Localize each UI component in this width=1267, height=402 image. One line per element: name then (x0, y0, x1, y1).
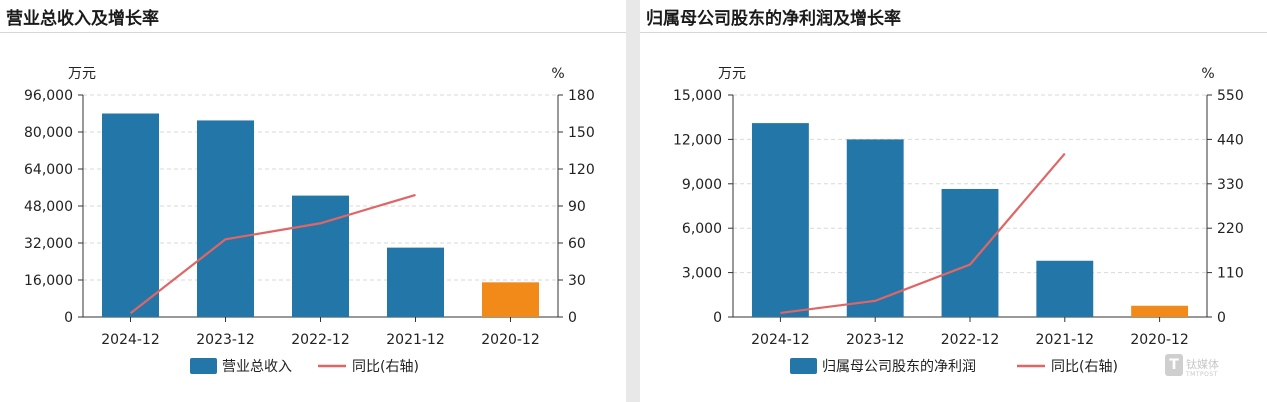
plot-area: 0 16,000 32,000 48,000 64,000 80,000 96,000 0 30… (24, 66, 595, 375)
title-divider (640, 32, 1267, 33)
legend-bar-label: 归属母公司股东的净利润 (822, 358, 976, 375)
x-tick-label: 2023-12 (196, 332, 255, 348)
right-tick-label: 30 (568, 273, 586, 289)
right-tick-label: 330 (1217, 177, 1244, 193)
right-axis-unit: % (551, 66, 564, 82)
left-tick-label: 15,000 (673, 88, 722, 104)
bar (1131, 305, 1189, 317)
x-tick-label: 2020-12 (481, 332, 540, 348)
revenue-panel: 营业总收入及增长率 0 16,000 32,000 48,000 64,000 80,00… (0, 0, 626, 402)
left-axis-unit: 万元 (718, 66, 746, 82)
left-tick-label: 0 (713, 310, 722, 326)
yoy-line (129, 193, 416, 315)
x-tick-label: 2024-12 (751, 332, 810, 348)
right-tick-label: 90 (568, 199, 586, 215)
left-tick-label: 6,000 (682, 221, 722, 237)
bar (482, 282, 539, 317)
right-tick-label: 220 (1217, 221, 1244, 237)
legend-line-label: 同比(右轴) (352, 359, 419, 375)
x-tick-label: 2023-12 (846, 332, 905, 348)
bar (846, 139, 904, 317)
left-axis-unit: 万元 (68, 66, 96, 82)
bar (292, 195, 349, 317)
left-tick-label: 0 (64, 310, 73, 326)
bar (387, 247, 444, 317)
net-profit-panel: 归属母公司股东的净利润及增长率 0 3,000 6,000 9,000 12,000 15… (640, 0, 1267, 402)
left-tick-label: 3,000 (682, 266, 722, 282)
right-tick-label: 60 (568, 236, 586, 252)
revenue-chart: 0 16,000 32,000 48,000 64,000 80,000 96,000 0 30… (24, 66, 595, 375)
watermark-text: 钛媒体 (1186, 358, 1219, 371)
x-tick-label: 2021-12 (386, 332, 445, 348)
panel-divider (626, 0, 640, 402)
right-tick-label: 110 (1217, 266, 1244, 282)
left-tick-label: 80,000 (24, 125, 73, 141)
right-tick-label: 120 (568, 162, 595, 178)
bar (751, 123, 809, 318)
panel-title: 归属母公司股东的净利润及增长率 (646, 9, 901, 29)
panel-title: 营业总收入及增长率 (6, 9, 159, 29)
watermark-logo: T 钛媒体 TMTPOST (1165, 352, 1219, 390)
left-tick-label: 9,000 (682, 177, 722, 193)
left-tick-label: 48,000 (24, 199, 73, 215)
right-tick-label: 180 (568, 88, 595, 104)
x-tick-label: 2020-12 (1130, 332, 1189, 348)
legend-bar-swatch (190, 358, 217, 374)
bar (102, 113, 159, 317)
right-tick-label: 550 (1217, 88, 1244, 104)
x-tick-label: 2021-12 (1036, 332, 1095, 348)
right-axis-unit: % (1201, 66, 1214, 82)
x-tick-label: 2022-12 (941, 332, 1000, 348)
left-tick-label: 64,000 (24, 162, 73, 178)
watermark-icon: T (1165, 354, 1183, 376)
x-tick-label: 2022-12 (291, 332, 350, 348)
left-tick-label: 12,000 (673, 132, 722, 148)
yoy-line (780, 152, 1066, 315)
bar (197, 120, 254, 317)
legend-bar-label: 营业总收入 (222, 359, 292, 375)
legend-bar-swatch (790, 358, 817, 374)
left-tick-label: 96,000 (24, 88, 73, 104)
right-tick-label: 150 (568, 125, 595, 141)
legend-line-label: 同比(右轴) (1051, 359, 1118, 375)
plot-area: 0 3,000 6,000 9,000 12,000 15,000 0 110 220 330 44… (673, 66, 1244, 375)
net-profit-chart: 0 3,000 6,000 9,000 12,000 15,000 0 110 220 330 44… (673, 66, 1244, 375)
x-tick-label: 2024-12 (101, 332, 160, 348)
right-tick-label: 440 (1217, 132, 1244, 148)
bar (1036, 260, 1094, 317)
right-tick-label: 0 (1217, 310, 1226, 326)
title-divider (0, 32, 626, 33)
bar (941, 188, 999, 317)
right-tick-label: 0 (568, 310, 577, 326)
left-tick-label: 16,000 (24, 273, 73, 289)
left-tick-label: 32,000 (24, 236, 73, 252)
watermark-subtext: TMTPOST (1186, 371, 1218, 378)
